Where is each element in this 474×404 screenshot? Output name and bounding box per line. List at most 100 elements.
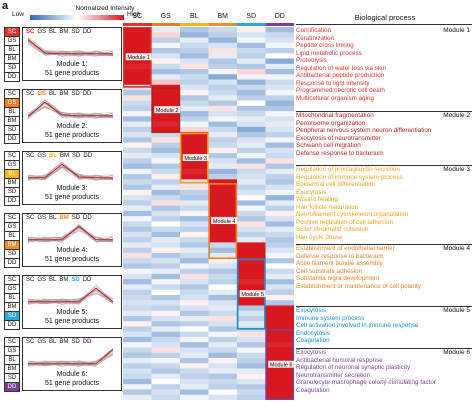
heatmap-cell [265, 37, 294, 44]
heatmap-cell [123, 27, 152, 33]
heatmap-cell [208, 132, 238, 138]
heatmap-cell [151, 90, 181, 96]
module-profile-lines [27, 223, 114, 243]
profile-line-gene [27, 289, 114, 305]
heatmap-cell [208, 294, 238, 301]
heatmap-cell [208, 126, 238, 133]
legend-title: Normalized Intensity [75, 5, 135, 12]
heatmap-cell [123, 189, 152, 196]
heatmap-cell [151, 279, 181, 285]
heatmap-cell [208, 137, 238, 143]
heatmap-cell [123, 279, 152, 285]
module-profile-lines [27, 348, 114, 367]
column-color-bar-dd [265, 23, 294, 26]
bp-term: Schwann cell migration [296, 142, 361, 150]
heatmap-cell [208, 226, 238, 233]
heatmap-cell [151, 158, 181, 164]
heatmap-cell [265, 179, 294, 185]
heatmap-cell [180, 284, 209, 290]
heatmap-cell [180, 205, 209, 212]
heatmap-cell [208, 252, 238, 259]
module-panel-6: SC GS BL BM SD DD SC GS BL BM SD DD Module 6: 51 gene… [4, 337, 122, 392]
heatmap-cell [208, 147, 238, 154]
heatmap-cell [123, 336, 152, 343]
bp-term: Positive regulation of cell adhesion [296, 218, 393, 226]
profile-line-gene [27, 37, 114, 57]
column-color-bar-bm [208, 23, 237, 26]
profile-state-sc: SC [26, 277, 35, 283]
heatmap-cell [180, 74, 209, 80]
heatmap-cell [237, 310, 266, 317]
heatmap-cell [208, 142, 238, 149]
heatmap-cell [180, 163, 209, 170]
heatmap-cell [237, 200, 266, 206]
profile-state-sd: SD [71, 29, 80, 35]
profile-line-gene [27, 349, 114, 367]
heatmap-cell [237, 389, 266, 396]
heatmap-cell [265, 153, 294, 159]
heatmap-cell [151, 200, 181, 206]
profile-state-bm: BM [59, 339, 69, 345]
module-profile-frame: SC GS BL BM SD DD Module 4: 51 gene products [22, 213, 122, 267]
heatmap-cell [123, 342, 152, 348]
bp-term: Peroxisome organization [296, 119, 366, 127]
heatmap-cell [180, 147, 209, 154]
heatmap-cell [237, 126, 266, 133]
heatmap-cell [265, 216, 294, 222]
heatmap-cell [180, 347, 209, 354]
heatmap-cell [208, 237, 238, 243]
heatmap-cell [151, 289, 181, 296]
module-panel-count: 51 gene products [44, 132, 100, 139]
heatmap-cell [237, 221, 266, 227]
heatmap-cell [180, 69, 209, 75]
heatmap-cell [180, 221, 209, 227]
heatmap-cell [123, 378, 152, 385]
bp-module-divider [296, 348, 472, 349]
heatmap-cell [208, 273, 238, 280]
heatmap-cell [123, 90, 152, 96]
heatmap-cell [265, 226, 294, 233]
profile-line-gene [27, 43, 114, 56]
heatmap-cell [265, 252, 294, 259]
heatmap-cell [123, 221, 152, 227]
profile-line-mean [28, 163, 113, 179]
heatmap-cell [208, 284, 238, 290]
heatmap-cell [151, 326, 181, 332]
heatmap-cell [208, 48, 238, 54]
profile-line-gene [27, 350, 114, 364]
heatmap-cell [237, 363, 266, 369]
bp-module-divider [296, 165, 472, 166]
heatmap-cell [265, 53, 294, 59]
column-label-bm: BM [217, 13, 229, 20]
heatmap-cell [237, 158, 266, 164]
profile-state-gs: GS [37, 277, 47, 283]
heatmap-cell [208, 378, 238, 385]
heatmap-cell [151, 69, 181, 75]
column-label-sc: SC [132, 13, 143, 20]
bp-term: Granulocyte macrophage colony stimulatin… [296, 379, 437, 387]
heatmap-cell [180, 27, 209, 33]
heatmap-cell [237, 252, 266, 259]
heatmap-cell [265, 378, 294, 385]
heatmap-cell [180, 231, 209, 238]
heatmap-cell [208, 384, 238, 390]
heatmap-cell [123, 158, 152, 164]
heatmap-cell [180, 184, 209, 191]
heatmap-cell [237, 121, 266, 128]
profile-state-sc: SC [26, 153, 35, 159]
heatmap-cell [237, 163, 266, 170]
heatmap-cell [265, 368, 294, 375]
heatmap-cell [208, 32, 238, 38]
heatmap-cell [180, 105, 209, 112]
heatmap-cell [208, 279, 238, 285]
heatmap-cell [151, 195, 181, 201]
heatmap-cell [237, 294, 266, 301]
bp-term: Proteolysis [296, 57, 327, 65]
module-profile-frame: SC GS BL BM SD DD Module 1: 51 gene products [22, 27, 122, 81]
heatmap-cell [151, 210, 181, 217]
profile-state-labels: SC GS BL BM SD DD [26, 215, 95, 221]
heatmap-cell [237, 42, 266, 49]
heatmap-cell [237, 58, 266, 65]
heatmap-cell [123, 363, 152, 369]
heatmap-cell [237, 105, 266, 112]
